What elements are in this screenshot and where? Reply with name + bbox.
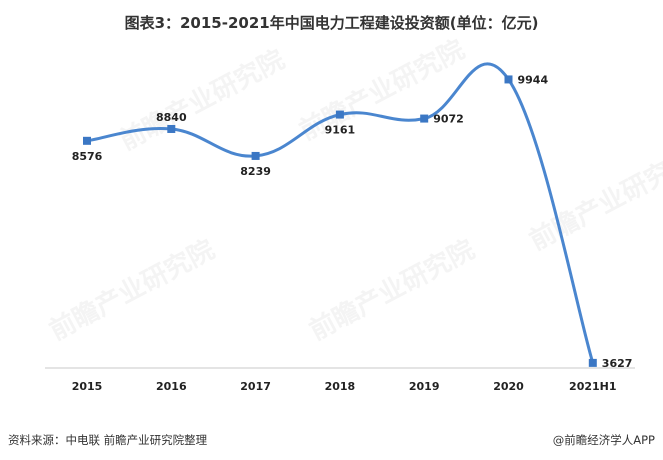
- data-point-marker: [588, 358, 597, 367]
- series-line-layer: [86, 62, 595, 364]
- x-tick-label: 2020: [493, 380, 524, 393]
- x-tick-label: 2021H1: [569, 380, 616, 393]
- data-label: 9072: [433, 113, 464, 126]
- data-point-marker: [504, 75, 513, 84]
- data-label: 9161: [325, 124, 356, 137]
- data-label: 3627: [602, 357, 633, 370]
- data-point-marker: [167, 124, 176, 133]
- data-label: 8239: [240, 165, 271, 178]
- data-label: 9944: [518, 73, 549, 86]
- brand-credit: @前瞻经济学人APP: [552, 433, 655, 447]
- x-tick-layer: 2015 2016 2017 2018 2019 2020 2021H1: [72, 380, 617, 393]
- source-note: 资料来源：中电联 前瞻产业研究院整理: [8, 433, 208, 447]
- x-tick-label: 2018: [325, 380, 356, 393]
- data-label-layer: 8576 8840 8239 9161 9072 9944 3627: [72, 73, 633, 369]
- x-tick-label: 2015: [72, 380, 103, 393]
- data-point-marker: [335, 110, 344, 119]
- x-tick-label: 2019: [409, 380, 440, 393]
- marker-layer: [83, 75, 597, 367]
- data-point-marker: [251, 151, 260, 160]
- data-label: 8576: [72, 150, 103, 163]
- data-label: 8840: [156, 111, 187, 124]
- x-tick-label: 2016: [156, 380, 187, 393]
- data-point-marker: [83, 136, 91, 145]
- series-line: [86, 62, 595, 364]
- x-tick-label: 2017: [240, 380, 271, 393]
- chart-title: 图表3：2015-2021年中国电力工程建设投资额(单位：亿元): [124, 14, 539, 32]
- data-point-marker: [420, 114, 429, 123]
